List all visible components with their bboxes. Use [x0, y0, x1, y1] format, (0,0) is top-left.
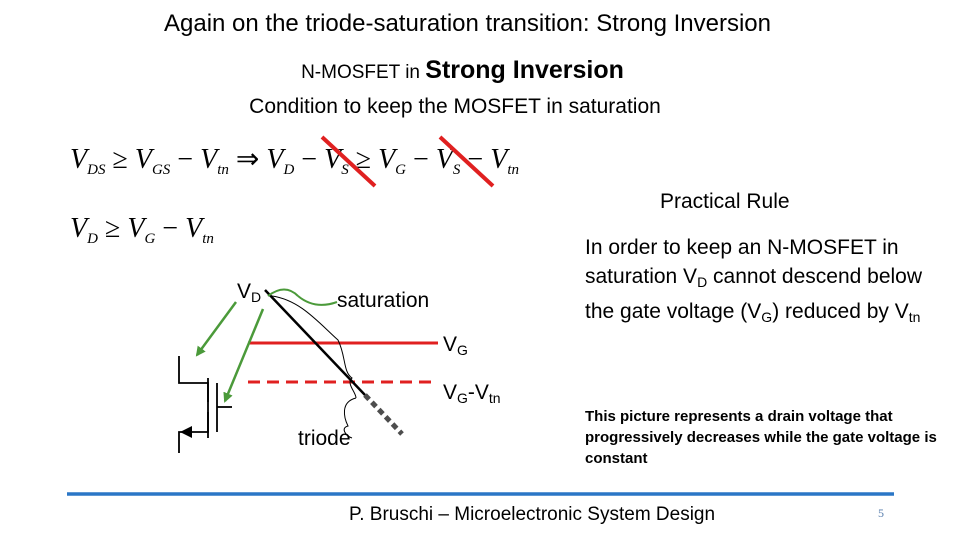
- triode-label: triode: [298, 427, 351, 450]
- equation-2: VD ≥ VG − Vtn: [70, 213, 214, 247]
- vd-arrow-2: [223, 308, 265, 403]
- vd-ramp-dashed: [363, 393, 404, 436]
- vg-minus-vtn-label: VG-Vtn: [443, 381, 501, 406]
- vd-arrow-1: [195, 301, 238, 357]
- practical-rule-text: In order to keep an N-MOSFET in saturati…: [585, 236, 923, 325]
- footer-credit: P. Bruschi – Microelectronic System Desi…: [349, 504, 716, 525]
- subtitle-strong-inversion: Strong Inversion: [425, 56, 624, 84]
- subtitle-small: N-MOSFET in: [301, 62, 426, 83]
- nmosfet-symbol: [178, 356, 232, 453]
- strike-line-2: [438, 135, 495, 188]
- saturation-brace: [271, 295, 357, 399]
- saturation-curve: [297, 295, 338, 306]
- saturation-label: saturation: [337, 289, 430, 312]
- picture-note: This picture represents a drain voltage …: [585, 408, 937, 467]
- triode-brace: [343, 397, 357, 439]
- vg-label: VG: [443, 333, 468, 358]
- vd-ramp-solid: [264, 289, 366, 396]
- page-number: 5: [878, 506, 884, 520]
- subtitle: N-MOSFET in Strong Inversion: [0, 56, 925, 85]
- vd-label: VD: [237, 280, 262, 305]
- strike-line-1: [320, 135, 377, 188]
- nmosfet-source-arrow: [180, 426, 192, 438]
- practical-rule-heading: Practical Rule: [660, 190, 790, 213]
- condition-text: Condition to keep the MOSFET in saturati…: [249, 95, 661, 118]
- vd-curve: [267, 288, 299, 297]
- equation-1: VDS ≥ VGS − Vtn ⇒ VD − VS ≥ VG − VS − Vt…: [70, 144, 519, 178]
- slide-title: Again on the triode-saturation transitio…: [163, 10, 772, 37]
